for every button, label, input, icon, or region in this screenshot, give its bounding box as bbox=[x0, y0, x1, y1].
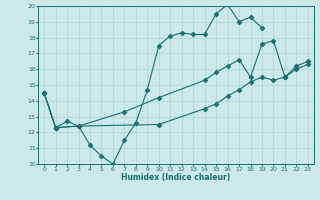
X-axis label: Humidex (Indice chaleur): Humidex (Indice chaleur) bbox=[121, 173, 231, 182]
